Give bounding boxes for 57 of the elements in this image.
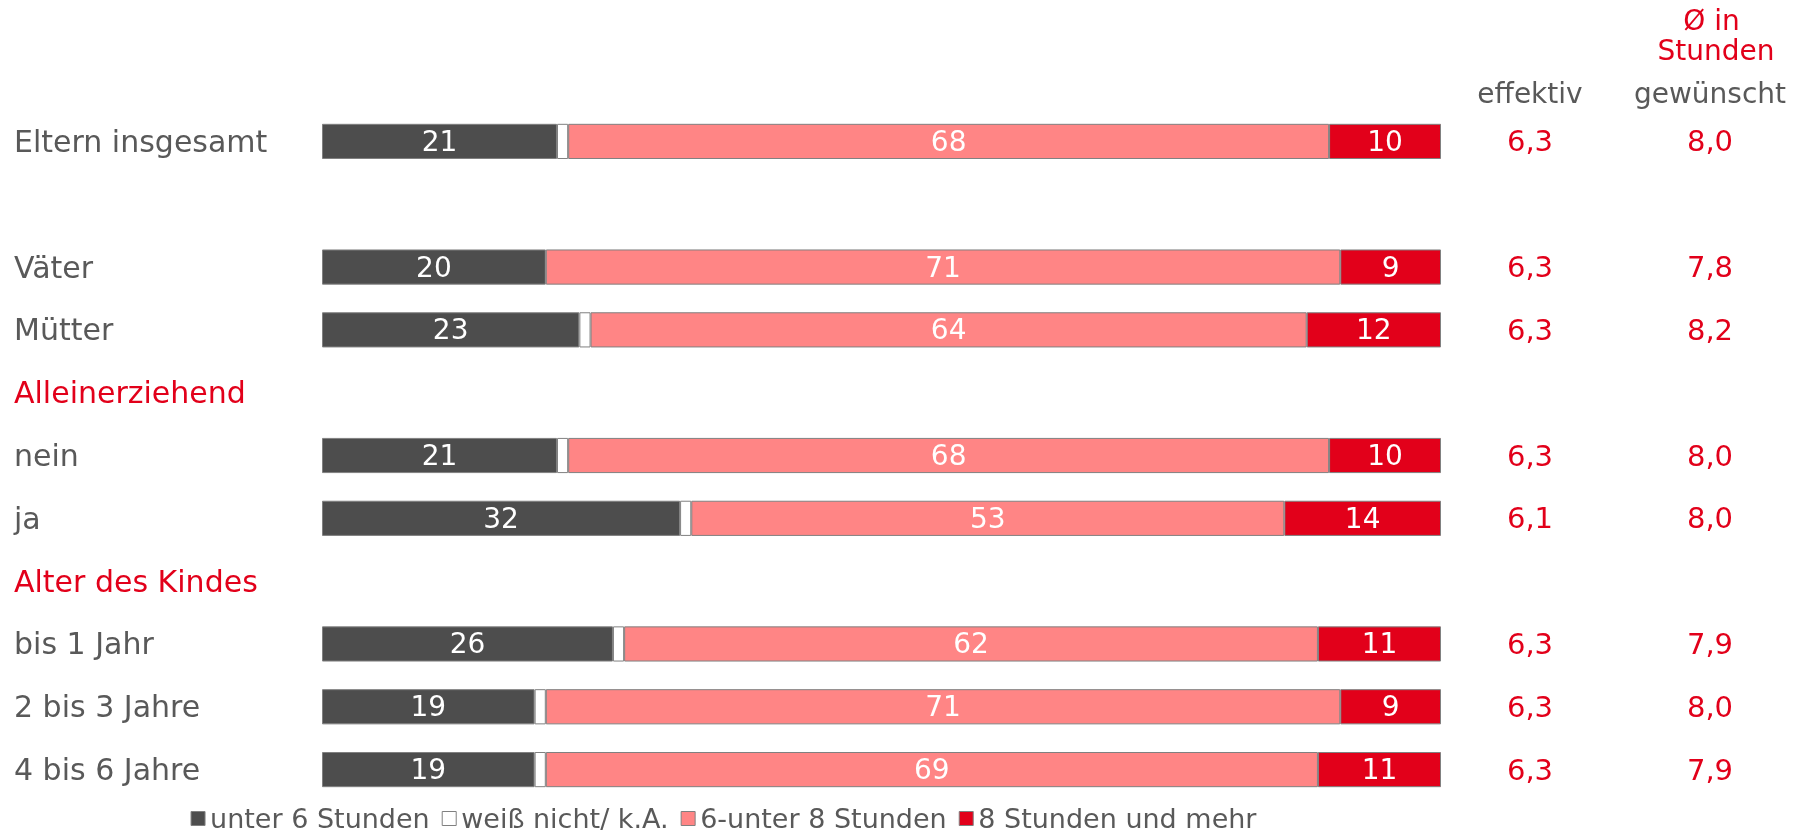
data-label: 21 — [421, 124, 458, 158]
data-label: 10 — [1367, 439, 1403, 472]
legend-label: weiß nicht/ k.A. — [461, 803, 669, 834]
data-label: 64 — [930, 313, 967, 347]
text: 8,0 — [1686, 438, 1734, 473]
text: 8,0 — [1686, 689, 1734, 724]
data-label: 71 — [925, 690, 961, 724]
y-tick-label: nein — [14, 438, 79, 473]
data-label: 23 — [432, 313, 469, 347]
y-tick-label: 2 bis 3 Jahre — [14, 689, 201, 725]
text: 7,9 — [1686, 752, 1734, 787]
y-tick-label: ja — [13, 500, 41, 536]
data-label: 11 — [1361, 753, 1398, 787]
text: 7,8 — [1686, 250, 1734, 285]
data-label: 20 — [416, 250, 452, 284]
text: gewünscht — [1633, 76, 1787, 110]
legend-label: 6-unter 8 Stunden — [700, 803, 947, 834]
text: 6,3 — [1506, 312, 1554, 347]
data-label: 32 — [483, 501, 519, 535]
data-label: 19 — [410, 690, 447, 724]
y-tick-label: Eltern insgesamt — [14, 123, 268, 159]
text: 6,1 — [1506, 501, 1554, 536]
text: Ø in Stunden — [1657, 3, 1775, 67]
data-label: 21 — [421, 439, 458, 472]
data-label: 9 — [1381, 250, 1400, 284]
legend-label: 8 Stunden und mehr — [978, 803, 1258, 834]
data-label: 69 — [914, 753, 950, 787]
legend-label: unter 6 Stunden — [210, 803, 430, 834]
y-tick-label: Väter — [14, 249, 94, 285]
data-label: 53 — [969, 501, 1006, 535]
text: 6,3 — [1506, 689, 1554, 724]
y-tick-label: bis 1 Jahr — [14, 626, 155, 662]
text: 6,3 — [1506, 752, 1554, 787]
text: 8,0 — [1686, 124, 1734, 159]
data-label: 68 — [930, 439, 967, 472]
text: 6,3 — [1506, 124, 1554, 159]
data-label: 71 — [925, 250, 961, 284]
data-label: 10 — [1367, 124, 1403, 158]
text: effektiv — [1477, 76, 1583, 110]
data-label: 26 — [449, 627, 486, 661]
y-tick-label: Alter des Kindes — [14, 563, 258, 599]
data-label: 19 — [410, 753, 447, 787]
data-label: 62 — [953, 627, 989, 661]
text: 8,0 — [1686, 501, 1734, 536]
text: 6,3 — [1506, 438, 1554, 473]
data-label: 14 — [1344, 501, 1381, 535]
text: 6,3 — [1506, 626, 1554, 661]
text: 6,3 — [1506, 250, 1554, 285]
data-label: 11 — [1361, 627, 1398, 661]
data-label: 68 — [930, 124, 967, 158]
data-label: 9 — [1381, 690, 1400, 724]
y-tick-label: 4 bis 6 Jahre — [14, 752, 201, 788]
data-label: 12 — [1356, 313, 1392, 347]
y-tick-label: Alleinerziehend — [14, 375, 246, 411]
y-tick-label: Mütter — [14, 312, 114, 348]
text: 7,9 — [1686, 626, 1734, 661]
text: 8,2 — [1686, 312, 1734, 347]
